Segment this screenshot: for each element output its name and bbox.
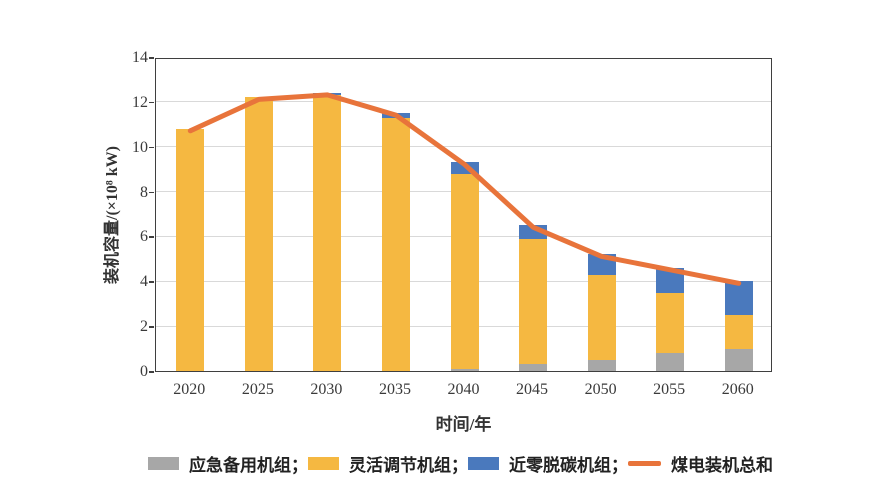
bar-segment-灵活调节机组 (381, 117, 410, 371)
legend-label: 灵活调节机组； (349, 456, 468, 475)
bar-segment-应急备用机组 (656, 353, 685, 371)
legend-label: 应急备用机组； (189, 456, 308, 475)
y-tick-mark (149, 236, 154, 238)
y-axis: 0 2 4 6 8 10 12 14 (0, 50, 148, 380)
gridline (156, 146, 771, 148)
orange-line-swatch-icon (628, 461, 661, 466)
x-tick-label: 2040 (447, 381, 480, 398)
legend-item-total-line: 煤电装机总和 (628, 451, 773, 476)
x-tick-label: 2035 (378, 381, 411, 398)
bar-segment-应急备用机组 (519, 364, 548, 371)
legend-label: 近零脱碳机组； (509, 456, 628, 475)
bar-segment-灵活调节机组 (587, 274, 616, 360)
bar-segment-近零脱碳机组 (450, 162, 479, 174)
gray-swatch-icon (148, 457, 179, 470)
y-tick-label: 12 (132, 93, 148, 111)
y-tick-label: 6 (140, 228, 148, 246)
x-tick-label: 2060 (721, 381, 754, 398)
y-tick-mark (149, 101, 154, 104)
x-tick-label: 2055 (653, 381, 686, 398)
bar-segment-灵活调节机组 (724, 314, 753, 349)
y-tick-mark (149, 146, 154, 149)
bar-segment-近零脱碳机组 (724, 281, 753, 315)
y-tick-mark (149, 57, 154, 59)
y-tick-label: 0 (140, 363, 148, 380)
bar-segment-灵活调节机组 (313, 95, 342, 371)
blue-swatch-icon (468, 457, 499, 470)
y-tick-mark (149, 371, 154, 373)
total-line-series (187, 92, 742, 286)
y-tick-label: 8 (140, 183, 148, 201)
x-tick-label: 2020 (173, 381, 206, 398)
legend-item-emergency-backup: 应急备用机组； (148, 451, 308, 476)
total-line (187, 92, 742, 286)
y-tick-mark (149, 281, 154, 283)
legend-item-near-zero-decarbon: 近零脱碳机组； (468, 451, 628, 476)
y-tick-mark (149, 191, 154, 194)
bar-segment-灵活调节机组 (450, 173, 479, 369)
bar-segment-应急备用机组 (587, 359, 616, 371)
y-tick-label: 4 (140, 273, 148, 291)
yellow-swatch-icon (308, 457, 339, 470)
y-tick-label: 10 (132, 138, 148, 156)
bar-segment-灵活调节机组 (176, 128, 205, 371)
x-axis: 2020 2025 2030 2035 2040 2045 2050 2055 2060 (155, 381, 772, 403)
plot-area (155, 58, 772, 372)
gridline (156, 101, 771, 103)
y-tick-mark (149, 326, 154, 328)
x-tick-label: 2045 (516, 381, 549, 398)
x-axis-title: 时间/年 (435, 415, 492, 434)
legend-label: 煤电装机总和 (671, 456, 773, 475)
bar-segment-应急备用机组 (450, 368, 479, 371)
legend-item-flexible-regulation: 灵活调节机组； (308, 451, 468, 476)
x-tick-label: 2025 (241, 381, 274, 398)
bar-segment-灵活调节机组 (656, 292, 685, 354)
legend: 应急备用机组； 灵活调节机组； 近零脱碳机组； 煤电装机总和 (148, 451, 773, 476)
bar-segment-灵活调节机组 (244, 97, 273, 371)
x-tick-label: 2030 (310, 381, 343, 398)
x-tick-label: 2050 (584, 381, 617, 398)
bar-segment-应急备用机组 (724, 348, 753, 371)
y-tick-label: 2 (140, 318, 148, 336)
bar-segment-灵活调节机组 (519, 238, 548, 365)
y-tick-label: 14 (132, 49, 148, 66)
